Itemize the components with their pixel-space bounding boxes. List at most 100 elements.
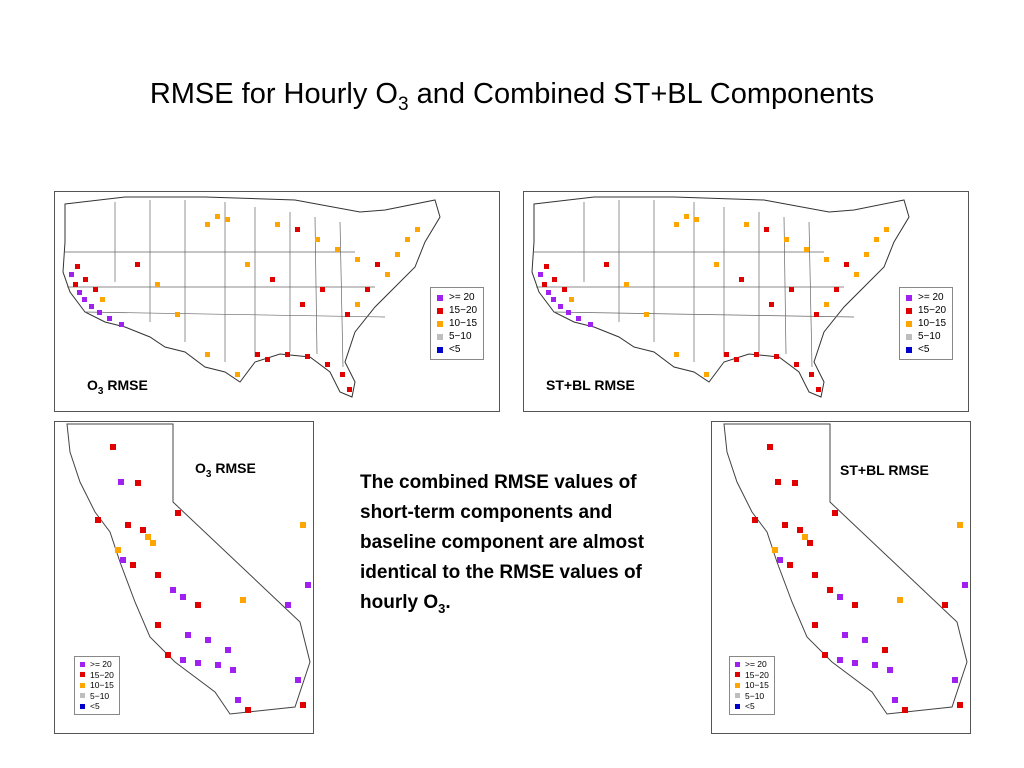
legend-swatch — [735, 661, 740, 667]
stbl-sites — [538, 214, 889, 392]
site-marker — [552, 277, 557, 282]
site-marker — [862, 637, 868, 643]
site-marker — [115, 547, 121, 553]
ca-stbl-label: ST+BL RMSE — [840, 462, 929, 478]
legend-swatch — [80, 693, 85, 699]
legend-swatch — [735, 682, 740, 688]
site-marker — [347, 387, 352, 392]
site-marker — [812, 622, 818, 628]
site-marker — [245, 707, 251, 713]
site-marker — [807, 540, 813, 546]
legend-label: >= 20 — [90, 659, 112, 669]
site-marker — [100, 297, 105, 302]
site-marker — [180, 594, 186, 600]
legend-label: >= 20 — [449, 292, 475, 303]
ca-o3-sites — [95, 444, 311, 713]
site-marker — [255, 352, 260, 357]
ca-o3-label: O3 RMSE — [195, 460, 256, 480]
site-marker — [734, 357, 739, 362]
site-marker — [797, 527, 803, 533]
site-marker — [874, 237, 879, 242]
site-marker — [824, 257, 829, 262]
site-marker — [175, 510, 181, 516]
site-marker — [120, 557, 126, 563]
site-marker — [205, 352, 210, 357]
ca-outline — [723, 423, 968, 715]
site-marker — [205, 637, 211, 643]
site-marker — [844, 262, 849, 267]
site-marker — [832, 510, 838, 516]
site-marker — [957, 702, 963, 708]
site-marker — [884, 227, 889, 232]
site-marker — [837, 657, 843, 663]
site-marker — [325, 362, 330, 367]
site-marker — [365, 287, 370, 292]
site-marker — [82, 297, 87, 302]
ca-stbl-sites — [752, 444, 968, 713]
site-marker — [75, 264, 80, 269]
site-marker — [300, 522, 306, 528]
site-marker — [558, 304, 563, 309]
site-marker — [155, 622, 161, 628]
site-marker — [355, 302, 360, 307]
site-marker — [802, 534, 808, 540]
site-marker — [155, 572, 161, 578]
legend-swatch — [80, 682, 85, 688]
legend-label: 10−15 — [745, 680, 769, 690]
site-marker — [295, 677, 301, 683]
site-marker — [275, 222, 280, 227]
legend-swatch — [437, 294, 443, 301]
site-marker — [542, 282, 547, 287]
legend-swatch — [80, 703, 85, 709]
site-marker — [170, 587, 176, 593]
legend-swatch — [906, 346, 912, 353]
state-borders — [65, 200, 386, 368]
legend-swatch — [735, 703, 740, 709]
site-marker — [300, 302, 305, 307]
legend-row: 5−10 — [80, 691, 114, 702]
site-marker — [566, 310, 571, 315]
site-marker — [694, 217, 699, 222]
site-marker — [145, 534, 151, 540]
legend-swatch — [906, 294, 912, 301]
site-marker — [714, 262, 719, 267]
site-marker — [235, 372, 240, 377]
site-marker — [744, 222, 749, 227]
site-marker — [767, 444, 773, 450]
legend-label: 10−15 — [918, 318, 947, 329]
site-marker — [150, 540, 156, 546]
legend-swatch — [906, 307, 912, 314]
site-marker — [110, 444, 116, 450]
site-marker — [270, 277, 275, 282]
legend-row: 15−20 — [735, 670, 769, 681]
legend-label: <5 — [449, 344, 461, 355]
legend-row: <5 — [80, 701, 114, 712]
site-marker — [834, 287, 839, 292]
o3-sites — [69, 214, 420, 392]
legend-label: <5 — [90, 701, 100, 711]
site-marker — [118, 479, 124, 485]
site-marker — [130, 562, 136, 568]
legend-swatch — [437, 346, 443, 353]
us-map-o3-rmse: >= 20 15−20 10−15 5−10 <5 O3 RMSE — [54, 191, 500, 412]
us-outline — [62, 196, 441, 398]
site-marker — [538, 272, 543, 277]
site-marker — [774, 354, 779, 359]
site-marker — [125, 522, 131, 528]
site-marker — [245, 262, 250, 267]
site-marker — [837, 594, 843, 600]
site-marker — [285, 352, 290, 357]
us-stbl-label: ST+BL RMSE — [546, 377, 635, 393]
site-marker — [320, 287, 325, 292]
site-marker — [772, 547, 778, 553]
description-text: The combined RMSE values of short-term c… — [360, 472, 645, 616]
site-marker — [77, 290, 82, 295]
site-marker — [225, 647, 231, 653]
site-marker — [794, 362, 799, 367]
site-marker — [405, 237, 410, 242]
site-marker — [852, 660, 858, 666]
site-marker — [782, 522, 788, 528]
site-marker — [230, 667, 236, 673]
legend-label: 15−20 — [745, 669, 769, 680]
site-marker — [787, 562, 793, 568]
